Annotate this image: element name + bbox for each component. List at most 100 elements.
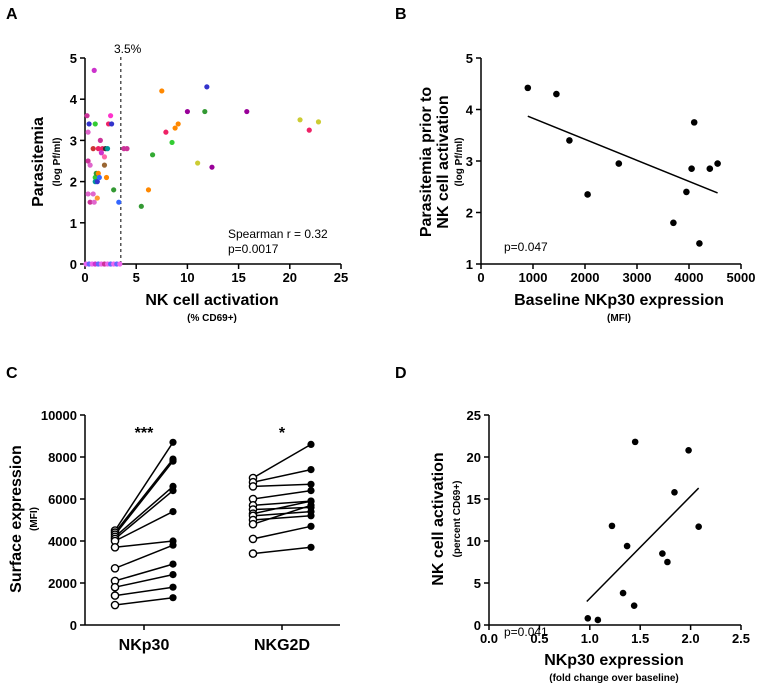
panel-c-pair-line [252,510,312,517]
panel-c-post-point [307,512,315,520]
panel-c-post-point [169,571,177,579]
panel-c-baseline-point [110,600,120,610]
panel-b-xlabel: Baseline NKp30 expression [514,292,724,309]
panel-a-data-point [204,84,210,90]
panel-a-data-point [97,137,103,143]
panel-d-xlabel-sub: (fold change over baseline) [549,673,678,684]
panel-d-y-tick-label: 25 [467,408,481,423]
panel-a-data-point [184,108,190,115]
panel-a-data-point [124,146,130,152]
panel-c-plot: 0 2000 4000 6000 8000 10000 NKp30 *** NKG2D * [41,408,340,654]
panel-a-data-point [92,121,98,127]
panel-a-x-tick-label: 15 [231,270,245,285]
panel-b-data-point [683,188,690,196]
panel-c-post-point [169,457,177,465]
panel-c-pair-line [252,483,312,488]
panel-b-data-point [615,160,623,167]
panel-c-pair-line [114,540,174,549]
panel-a-y-tick-label: 2 [70,175,77,190]
panel-c-y-tick-label: 4000 [48,534,77,549]
panel-d-plot: 0.0 0.5 1.0 1.5 2.0 2.5 0 5 10 15 20 25 [467,408,751,646]
panel-a-zero-point [117,261,123,267]
panel-c-baseline-point [248,534,258,544]
panel-a-threshold-label: 3.5% [114,42,142,56]
panel-c-y-tick-label: 10000 [41,408,77,423]
panel-c-post-point [169,438,177,446]
panel-a-data-point [172,125,178,131]
panel-d-data-point [630,602,638,609]
panel-c-y-tick-label: 6000 [48,492,77,507]
panel-c-pair-line [252,489,312,500]
panel-c-pair-line [252,500,312,507]
panel-c-pair-line [114,510,174,542]
panel-b-ylabel-sub: (log Pf/ml) [454,138,465,187]
panel-d-y-tick-label: 20 [467,450,481,465]
panel-a-y-tick-label: 1 [70,216,77,231]
panel-d-data-point [584,614,592,622]
panel-b-y-tick-label: 2 [466,206,473,221]
panel-c-ylabel-sub: (MFI) [29,507,40,531]
panel-a-data-point [209,164,215,170]
panel-b: B 0 1000 2000 3000 4000 5000 1 2 3 4 5 Baseline NK… [395,6,755,324]
panel-b-data-point [553,90,560,98]
panel-d-ylabel-sub: (percent CD69+) [452,481,463,558]
panel-c-pair-line [252,443,312,479]
panel-d-pvalue: p=0.041 [504,625,548,639]
panel-d-y-tick-label: 15 [467,492,481,507]
panel-c-pair-line [114,573,174,588]
panel-a-x-tick-label: 20 [283,270,297,285]
panel-a-ylabel: Parasitemia [30,117,47,207]
panel-b-x-tick-label: 1000 [519,270,548,285]
panel-a-data-point [138,203,144,209]
panel-c-post-point [307,480,315,488]
panel-b-fit-line [527,115,718,194]
panel-d-x-tick-label: 2.5 [732,631,750,646]
panel-d-fit-line [586,487,700,603]
panel-c-pair-line [252,525,312,540]
panel-a-data-point [159,88,165,94]
panel-a-data-point [109,121,115,127]
panel-a-data-point [84,113,90,119]
panel-b-x-tick-label: 5000 [727,270,756,285]
panel-letter-b: B [395,6,407,23]
panel-c: C 0 2000 4000 6000 8000 10000 NKp30 *** NKG2D * S… [6,365,340,654]
panel-c-baseline-point [248,482,258,491]
panel-a-data-point [85,158,91,164]
panel-d-data-point [594,616,602,624]
panel-a-data-point [92,174,98,181]
panel-a-spearman: Spearman r = 0.32 [228,227,328,241]
panel-a-data-point [111,187,117,193]
panel-a-data-point [85,191,91,197]
panel-c-post-point [307,522,315,530]
panel-c-pair-line [114,490,174,540]
panel-a-data-point [306,127,312,133]
panel-c-pair-line [114,563,174,582]
panel-c-group-label: NKG2D [254,637,310,654]
panel-c-pair-line [252,500,312,515]
panel-b-xlabel-sub: (MFI) [607,313,631,324]
panel-a-data-point [104,146,111,152]
panel-a-data-point [101,154,108,160]
panel-b-data-point [696,240,703,247]
panel-c-significance: * [279,425,286,442]
panel-b-data-point [706,165,714,173]
panel-c-pair-line [114,441,174,531]
panel-c-post-point [307,543,315,551]
panel-c-post-point [169,508,177,516]
panel-c-pair-line [114,544,174,569]
panel-c-pair-line [252,546,312,555]
panel-c-pair-line [114,596,174,606]
panel-b-data-point [670,219,677,227]
panel-a-data-point [98,150,104,156]
panel-a: A 0 5 10 15 20 25 0 1 2 3 4 5 NK cell activation (%… [6,6,348,324]
panel-c-post-point [169,583,177,591]
panel-a-data-point [195,160,201,166]
panel-d-x-tick-label: 0.0 [480,631,498,646]
panel-a-data-point [94,179,100,185]
panel-a-data-point [90,146,96,152]
panel-a-data-point [95,170,101,176]
panel-c-post-point [307,466,315,474]
panel-a-data-point [116,199,122,205]
panel-a-data-point [90,191,96,197]
panel-a-data-point [297,117,303,123]
